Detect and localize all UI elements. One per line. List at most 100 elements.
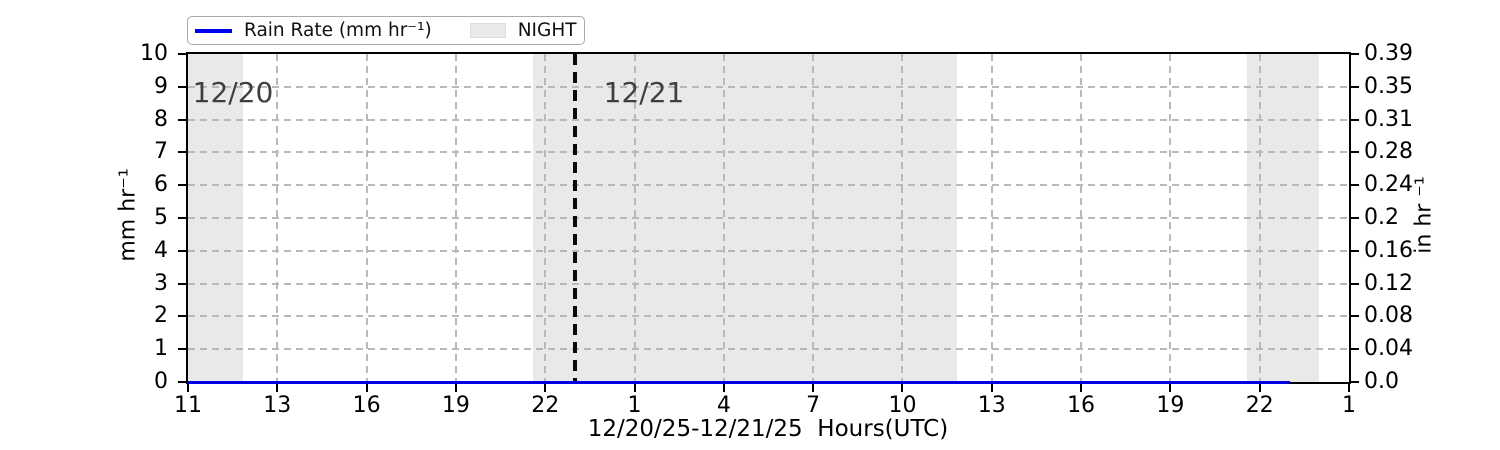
x-tick-label: 13 xyxy=(263,393,292,418)
y-tick-label-left: 5 xyxy=(154,205,168,230)
y-tick-mark-left xyxy=(178,184,186,187)
y-tick-mark-left xyxy=(178,53,186,55)
gridline-vertical xyxy=(1169,54,1172,382)
y-tick-mark-right xyxy=(1351,282,1359,285)
y-tick-mark-right xyxy=(1351,381,1359,383)
x-axis-label: 12/20/25-12/21/25 Hours(UTC) xyxy=(587,416,949,442)
y-tick-label-left: 10 xyxy=(140,41,168,66)
y-tick-mark-right xyxy=(1351,85,1359,88)
y-tick-label-right: 0.12 xyxy=(1364,270,1413,296)
rain-rate-line xyxy=(188,381,1290,384)
y-tick-label-right: 0.28 xyxy=(1364,139,1413,165)
x-tick-label: 19 xyxy=(441,393,470,418)
x-tick-label: 11 xyxy=(174,393,202,418)
legend-rain-line-swatch xyxy=(195,28,232,33)
gridline-horizontal xyxy=(188,151,1349,154)
y-tick-mark-right xyxy=(1351,184,1359,187)
legend-night-swatch xyxy=(469,23,506,38)
x-tick-mark xyxy=(633,384,636,392)
x-tick-label: 4 xyxy=(716,393,731,418)
legend-rain-label: Rain Rate (mm hr⁻¹) xyxy=(244,20,432,41)
x-tick-label: 7 xyxy=(806,393,821,418)
gridline-vertical xyxy=(633,54,636,382)
legend: Rain Rate (mm hr⁻¹) NIGHT xyxy=(187,16,585,45)
x-tick-mark xyxy=(187,384,189,392)
x-tick-label: 22 xyxy=(531,393,560,418)
y-tick-mark-right xyxy=(1351,53,1359,55)
x-tick-mark xyxy=(276,384,279,392)
y-tick-label-right: 0.2 xyxy=(1364,205,1399,230)
y-tick-label-left: 1 xyxy=(154,336,168,362)
y-tick-mark-left xyxy=(178,249,186,252)
y-tick-label-left: 4 xyxy=(154,237,168,263)
x-tick-label: 16 xyxy=(352,393,381,418)
gridline-vertical xyxy=(812,54,815,382)
date-annotation-1220: 12/20 xyxy=(192,76,274,109)
day-separator-line xyxy=(573,54,578,382)
gridline-horizontal xyxy=(188,217,1349,219)
y-tick-label-left: 0 xyxy=(154,369,168,394)
y-tick-mark-left xyxy=(178,118,186,121)
y-tick-mark-right xyxy=(1351,151,1359,154)
gridline-horizontal xyxy=(188,315,1349,318)
x-tick-mark xyxy=(1169,384,1172,392)
gridline-horizontal xyxy=(188,118,1349,121)
y-tick-label-right: 0.24 xyxy=(1364,172,1413,198)
gridline-vertical xyxy=(365,54,368,382)
x-tick-label: 13 xyxy=(977,393,1006,418)
x-tick-mark xyxy=(901,384,904,392)
y-tick-label-left: 6 xyxy=(154,172,168,198)
y-tick-mark-right xyxy=(1351,217,1359,219)
gridline-horizontal xyxy=(188,249,1349,252)
gridline-vertical xyxy=(1258,54,1261,382)
x-tick-label: 16 xyxy=(1067,393,1096,418)
gridline-horizontal xyxy=(188,85,1349,88)
x-tick-mark xyxy=(812,384,815,392)
gridline-vertical xyxy=(901,54,904,382)
y-tick-mark-left xyxy=(178,151,186,154)
x-tick-mark xyxy=(454,384,457,392)
y-tick-mark-right xyxy=(1351,118,1359,121)
x-tick-mark xyxy=(1080,384,1083,392)
plot-area: 12/20 12/21 0 1 2 3 4 5 6 7 8 9 10 0.0 0.04 0.08 0.12 0… xyxy=(140,43,1413,417)
y-tick-label-right: 0.04 xyxy=(1364,336,1413,362)
y-tick-mark-left xyxy=(178,315,186,318)
y-tick-label-left: 2 xyxy=(154,303,168,329)
gridline-vertical xyxy=(544,54,547,382)
x-tick-mark xyxy=(1258,384,1261,392)
x-tick-mark xyxy=(544,384,547,392)
gridline-horizontal xyxy=(188,348,1349,351)
y-axis-label-right: in hr ⁻¹ xyxy=(1411,176,1437,254)
y-tick-label-left: 9 xyxy=(154,73,168,99)
x-tick-mark xyxy=(990,384,993,392)
y-tick-mark-right xyxy=(1351,249,1359,252)
y-tick-mark-left xyxy=(178,217,186,219)
gridline-horizontal xyxy=(188,282,1349,285)
gridline-vertical xyxy=(454,54,457,382)
y-tick-label-right: 0.35 xyxy=(1364,73,1413,99)
x-tick-label: 10 xyxy=(888,393,917,418)
y-tick-mark-left xyxy=(178,85,186,88)
x-tick-label: 1 xyxy=(1342,393,1356,418)
gridline-vertical xyxy=(990,54,993,382)
y-tick-label-right: 0.16 xyxy=(1364,237,1413,263)
y-tick-label-right: 0.39 xyxy=(1364,41,1413,66)
gridline-horizontal xyxy=(188,184,1349,187)
gridline-vertical xyxy=(722,54,725,382)
gridline-vertical xyxy=(1080,54,1083,382)
y-tick-mark-left xyxy=(178,381,186,383)
y-tick-label-right: 0.0 xyxy=(1364,369,1399,394)
y-tick-mark-left xyxy=(178,282,186,285)
x-tick-mark xyxy=(365,384,368,392)
y-axis-label-left: mm hr⁻¹ xyxy=(115,168,141,262)
y-tick-mark-right xyxy=(1351,315,1359,318)
gridline-vertical xyxy=(276,54,279,382)
x-tick-mark xyxy=(722,384,725,392)
y-tick-label-left: 8 xyxy=(154,106,168,132)
x-tick-mark xyxy=(1348,384,1350,392)
y-tick-label-right: 0.31 xyxy=(1364,106,1413,132)
x-tick-label: 22 xyxy=(1245,393,1274,418)
y-tick-mark-right xyxy=(1351,348,1359,351)
x-tick-label: 1 xyxy=(627,393,642,418)
